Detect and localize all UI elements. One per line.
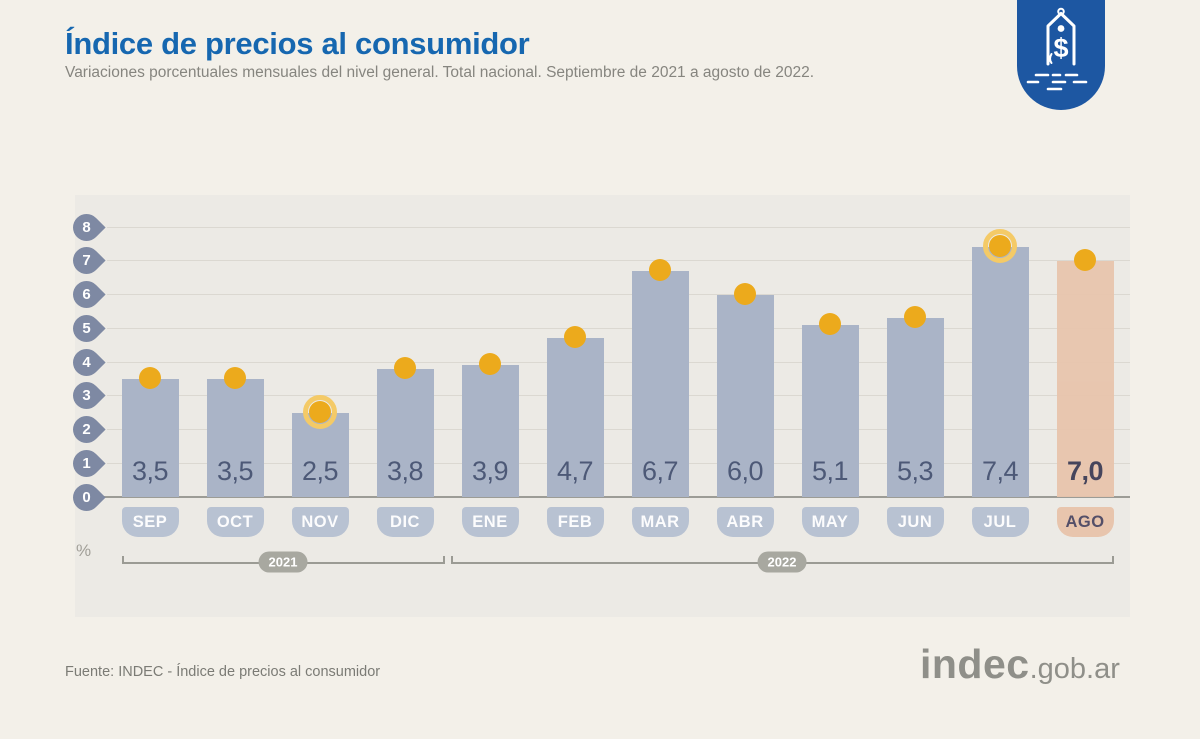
y-axis-tick-1: 1	[66, 444, 106, 483]
year-label-2021: 2021	[258, 551, 308, 573]
y-axis-tick-label: 5	[81, 319, 91, 337]
data-point-oct	[224, 366, 246, 389]
y-axis-tick-label: 7	[81, 252, 91, 270]
data-point-feb	[564, 326, 586, 349]
data-point-ago	[1074, 248, 1096, 271]
month-label-may: MAY	[801, 507, 859, 537]
bar-jun: 5,3	[886, 318, 944, 497]
data-point-mar	[649, 258, 671, 281]
svg-text:$: $	[1053, 33, 1068, 63]
y-axis-tick-5: 5	[66, 309, 106, 348]
gridline-2	[107, 429, 1130, 430]
year-bracket-2021: 2021	[121, 551, 445, 573]
data-point-jul	[983, 229, 1017, 264]
gridline-5	[107, 327, 1130, 329]
y-axis-tick-label: 8	[81, 218, 91, 236]
bar-value-jun: 5,3	[896, 456, 934, 486]
bar-ene: 3,9	[461, 365, 519, 497]
bar-value-may: 5,1	[811, 456, 849, 486]
y-axis-tick-label: 0	[81, 488, 91, 506]
y-axis-tick-4: 4	[66, 342, 106, 382]
data-point-ene	[479, 353, 501, 376]
indec-logo-main: indec	[920, 641, 1030, 687]
y-axis-tick-label: 4	[81, 353, 91, 371]
bar-value-ene: 3,9	[471, 456, 509, 486]
data-point-may	[819, 312, 841, 335]
year-bracket-2022: 2022	[450, 551, 1114, 573]
bar-value-ago: 7,0	[1066, 456, 1104, 486]
page-subtitle: Variaciones porcentuales mensuales del n…	[65, 64, 815, 81]
price-tag-badge: $	[1017, 0, 1105, 110]
bar-ago: 7,0	[1056, 260, 1114, 497]
month-label-jun: JUN	[886, 507, 944, 537]
year-label-2022: 2022	[757, 551, 807, 573]
bar-value-abr: 6,0	[726, 456, 764, 486]
gridline-8	[107, 226, 1130, 228]
bar-value-jul: 7,4	[981, 456, 1019, 486]
data-point-sep	[139, 366, 161, 389]
bar-value-oct: 3,5	[216, 456, 254, 486]
indec-logo-suffix: .gob.ar	[1029, 653, 1120, 685]
y-axis-tick-2: 2	[66, 410, 106, 449]
y-axis-unit-label: %	[76, 541, 92, 560]
bar-feb: 4,7	[546, 338, 604, 497]
bar-value-nov: 2,5	[301, 456, 339, 486]
data-point-jun	[904, 306, 926, 329]
bar-jul: 7,4	[971, 247, 1029, 497]
data-point-dic	[394, 356, 416, 379]
month-label-mar: MAR	[631, 507, 689, 537]
bar-value-sep: 3,5	[131, 456, 169, 486]
bar-value-feb: 4,7	[556, 456, 594, 486]
page-title: Índice de precios al consumidor	[65, 26, 530, 61]
bar-dic: 3,8	[376, 368, 434, 497]
month-label-feb: FEB	[546, 507, 604, 537]
bar-may: 5,1	[801, 324, 859, 497]
gridline-4	[107, 361, 1130, 363]
bar-abr: 6,0	[716, 294, 774, 497]
price-tag-icon: $	[1026, 7, 1088, 91]
bar-value-dic: 3,8	[386, 456, 424, 486]
y-axis-tick-label: 1	[81, 454, 91, 472]
indec-logo: indec .gob.ar	[920, 641, 1120, 688]
month-label-oct: OCT	[206, 507, 264, 537]
month-label-sep: SEP	[121, 507, 179, 537]
y-axis-tick-0: 0	[66, 477, 106, 517]
y-axis-tick-6: 6	[66, 275, 106, 314]
month-label-ene: ENE	[461, 507, 519, 537]
gridline-1	[107, 462, 1130, 464]
gridline-7	[107, 260, 1130, 262]
y-axis-tick-8: 8	[66, 207, 106, 247]
gridline-3	[107, 395, 1130, 397]
bar-oct: 3,5	[206, 378, 264, 497]
month-label-ago: AGO	[1056, 507, 1114, 537]
month-label-jul: JUL	[971, 507, 1029, 537]
data-point-nov	[303, 394, 337, 429]
bar-mar: 6,7	[631, 270, 689, 497]
y-axis-tick-label: 2	[81, 421, 91, 438]
bar-sep: 3,5	[121, 378, 179, 497]
gridline-6	[107, 294, 1130, 295]
y-axis-tick-label: 6	[81, 286, 91, 303]
x-axis-baseline	[100, 496, 1130, 498]
y-axis-tick-label: 3	[81, 387, 91, 405]
source-note: Fuente: INDEC - Índice de precios al con…	[65, 664, 381, 680]
month-label-nov: NOV	[291, 507, 349, 537]
bar-value-mar: 6,7	[641, 456, 679, 486]
month-label-dic: DIC	[376, 507, 434, 537]
data-point-abr	[734, 282, 756, 305]
month-label-abr: ABR	[716, 507, 774, 537]
